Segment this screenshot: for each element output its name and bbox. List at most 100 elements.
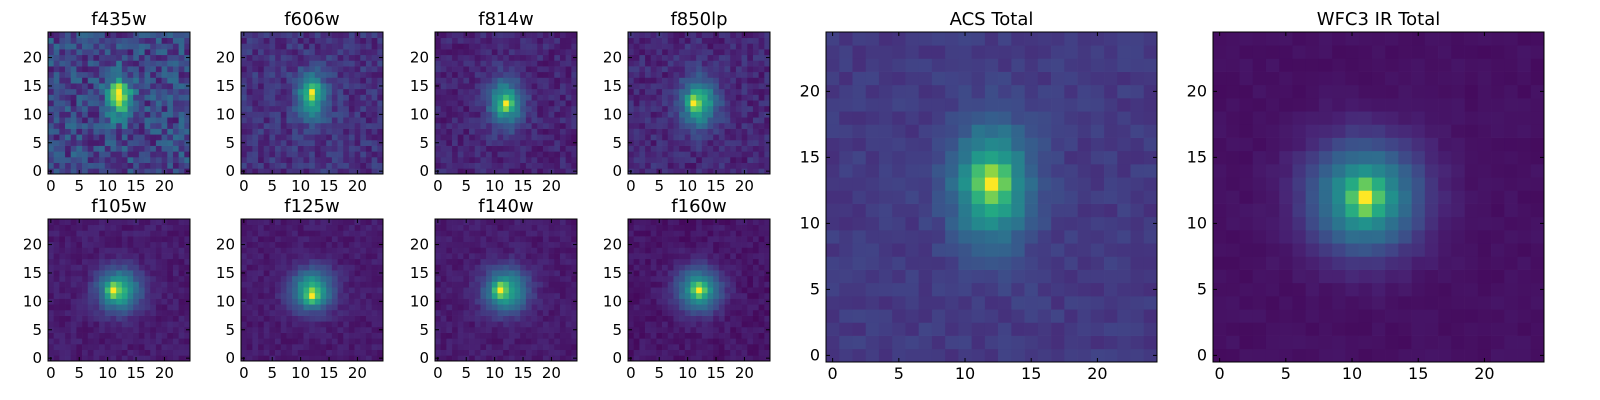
heatmap-cell <box>76 236 83 243</box>
heatmap-cell <box>82 145 89 152</box>
heatmap-cell <box>263 292 270 299</box>
heatmap-cell <box>269 60 276 67</box>
heatmap-cell <box>303 338 310 345</box>
heatmap-cell <box>70 298 77 305</box>
heatmap-cell <box>365 281 372 288</box>
heatmap-cell <box>167 326 174 333</box>
heatmap-cell <box>93 309 100 316</box>
heatmap-cell <box>133 332 140 339</box>
heatmap-cell <box>440 247 447 254</box>
heatmap-cell <box>542 122 549 129</box>
heatmap-cell <box>741 83 748 90</box>
heatmap-cell <box>628 117 635 124</box>
heatmap-cell <box>662 338 669 345</box>
heatmap-cell <box>309 315 316 322</box>
heatmap-cell <box>184 321 191 328</box>
heatmap-cell <box>531 292 538 299</box>
heatmap-cell <box>537 100 544 107</box>
heatmap-cell <box>463 111 470 118</box>
heatmap-cell <box>110 275 117 282</box>
heatmap-cell <box>463 88 470 95</box>
heatmap-cell <box>82 332 89 339</box>
heatmap-cell <box>446 122 453 129</box>
heatmap-cell <box>314 304 321 311</box>
heatmap-cell <box>144 258 151 265</box>
heatmap-cell <box>309 43 316 50</box>
heatmap-cell <box>514 292 521 299</box>
heatmap-cell <box>639 49 646 56</box>
heatmap-cell <box>184 292 191 299</box>
heatmap-cell <box>435 43 442 50</box>
heatmap-cell <box>554 54 561 61</box>
heatmap-cell <box>480 168 487 175</box>
heatmap-cell <box>514 111 521 118</box>
heatmap-cell <box>741 326 748 333</box>
heatmap-cell <box>314 275 321 282</box>
heatmap-cell <box>65 270 72 277</box>
heatmap-cell <box>53 230 60 237</box>
heatmap-cell <box>303 270 310 277</box>
heatmap-cell <box>365 236 372 243</box>
heatmap-cell <box>724 49 731 56</box>
heatmap-cell <box>667 77 674 84</box>
heatmap-cell <box>656 162 663 169</box>
heatmap-cell <box>82 270 89 277</box>
heatmap-cell <box>286 37 293 44</box>
heatmap-cell <box>650 287 657 294</box>
heatmap-cell <box>474 304 481 311</box>
heatmap-cell <box>116 71 123 78</box>
heatmap-cell <box>144 281 151 288</box>
heatmap-cell <box>269 128 276 135</box>
heatmap-cell <box>491 162 498 169</box>
heatmap-cell <box>724 309 731 316</box>
heatmap-cell <box>684 292 691 299</box>
heatmap-cell <box>645 49 652 56</box>
heatmap-cell <box>650 349 657 356</box>
heatmap-cell <box>360 355 367 362</box>
heatmap-cell <box>503 156 510 163</box>
heatmap-cell <box>99 315 106 322</box>
heatmap-cell <box>70 168 77 175</box>
heatmap-cell <box>65 338 72 345</box>
heatmap-cell <box>138 49 145 56</box>
heatmap-cell <box>508 224 515 231</box>
heatmap-cell <box>662 156 669 163</box>
heatmap-cell <box>747 43 754 50</box>
heatmap-cell <box>269 66 276 73</box>
heatmap-cell <box>275 168 282 175</box>
heatmap-cell <box>144 145 151 152</box>
heatmap-cell <box>684 60 691 67</box>
heatmap-cell <box>435 145 442 152</box>
heatmap-cell <box>178 32 185 39</box>
heatmap-cell <box>280 37 287 44</box>
heatmap-cell <box>571 309 578 316</box>
heatmap-cell <box>286 162 293 169</box>
heatmap-cell <box>531 264 538 271</box>
heatmap-cell <box>520 230 527 237</box>
heatmap-cell <box>110 37 117 44</box>
heatmap-cell <box>752 298 759 305</box>
heatmap-cell <box>116 230 123 237</box>
heatmap-cell <box>656 54 663 61</box>
heatmap-cell <box>246 162 253 169</box>
heatmap-cell <box>133 60 140 67</box>
heatmap-cell <box>503 71 510 78</box>
heatmap-cell <box>275 332 282 339</box>
heatmap-cell <box>690 298 697 305</box>
heatmap-cell <box>667 326 674 333</box>
heatmap-cell <box>565 332 572 339</box>
heatmap-cell <box>82 122 89 129</box>
heatmap-cell <box>144 270 151 277</box>
heatmap-cell <box>331 292 338 299</box>
heatmap-cell <box>542 298 549 305</box>
heatmap-cell <box>565 281 572 288</box>
heatmap-cell <box>133 100 140 107</box>
heatmap-cell <box>161 349 168 356</box>
heatmap-cell <box>735 338 742 345</box>
heatmap-cell <box>297 230 304 237</box>
heatmap-cell <box>718 122 725 129</box>
heatmap-cell <box>559 168 566 175</box>
heatmap-cell <box>280 77 287 84</box>
heatmap-cell <box>48 253 55 260</box>
